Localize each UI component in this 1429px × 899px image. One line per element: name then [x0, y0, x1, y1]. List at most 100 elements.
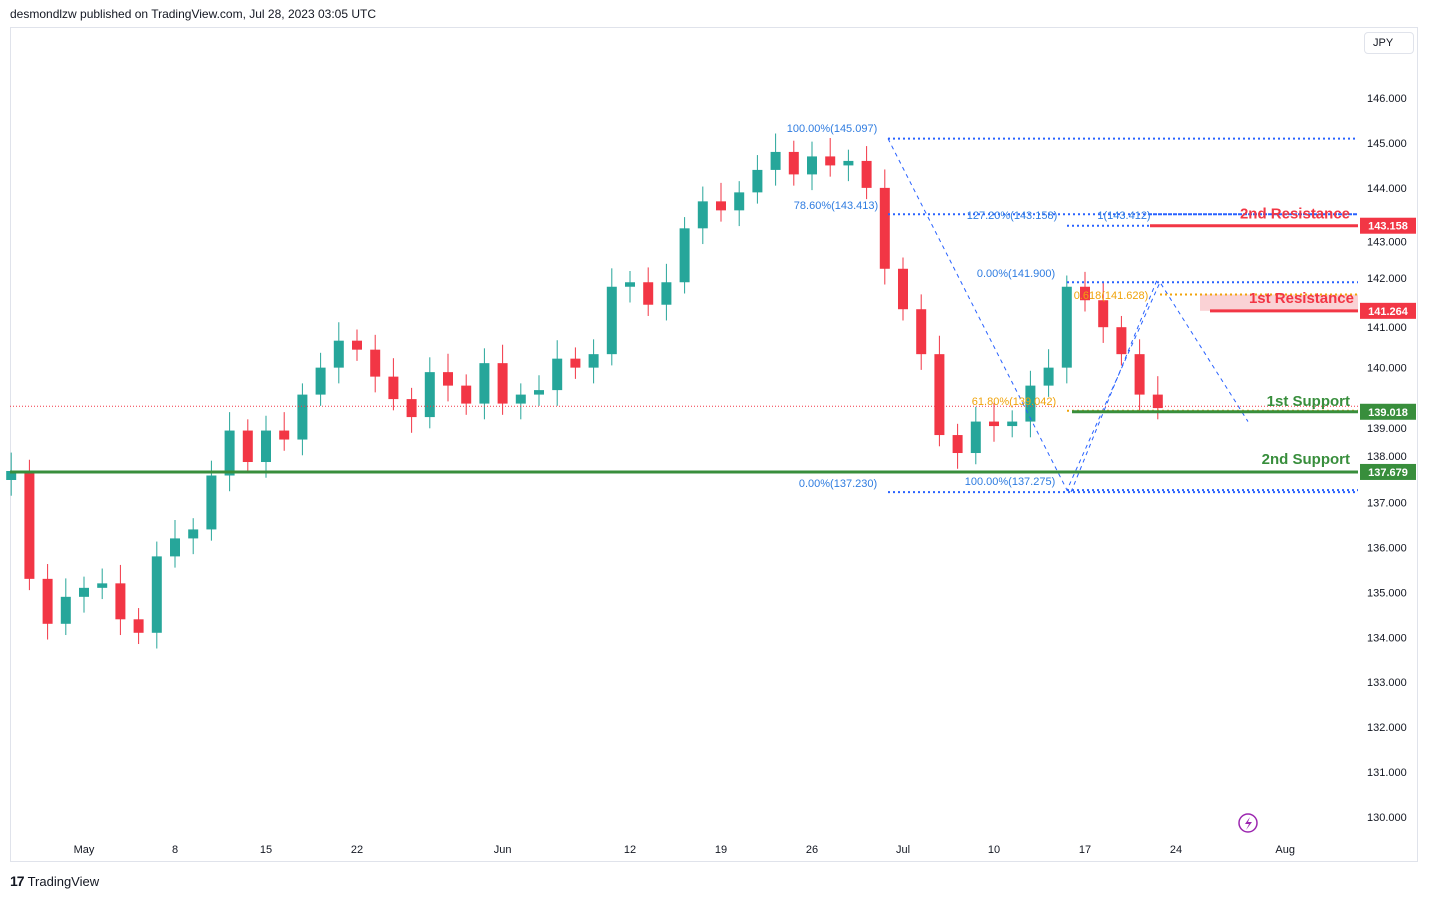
- candle-body: [315, 367, 326, 395]
- candle-body: [1152, 394, 1163, 409]
- price-badge-label: 141.264: [1368, 306, 1409, 318]
- candle-body: [42, 578, 53, 624]
- candle-body: [1007, 421, 1018, 427]
- candle-body: [1116, 327, 1127, 355]
- level-label: 2nd Support: [1262, 451, 1350, 468]
- candle-body: [661, 282, 672, 305]
- candle-body: [461, 385, 472, 404]
- candle-body: [97, 583, 108, 588]
- y-tick-label: 133.000: [1367, 677, 1407, 689]
- candle-body: [788, 151, 799, 175]
- candle-body: [989, 421, 999, 427]
- price-badge: [1360, 217, 1416, 234]
- price-badge: [1360, 463, 1416, 480]
- x-tick-label: 22: [351, 844, 363, 856]
- price-badge-label: 143.158: [1368, 221, 1408, 233]
- tradingview-logo[interactable]: 17 TradingView: [10, 873, 99, 889]
- candle-body: [370, 349, 381, 377]
- lightning-icon: [1238, 813, 1258, 833]
- candle-body: [552, 358, 563, 391]
- fib-label: 0.618(141.628): [1074, 290, 1149, 302]
- candle-body: [151, 556, 162, 633]
- fib-label: 61.80%(139.042): [972, 396, 1056, 408]
- y-tick-label: 135.000: [1367, 587, 1407, 599]
- candle-body: [297, 394, 308, 440]
- y-tick-label: 138.000: [1367, 451, 1407, 463]
- publisher-header: desmondlzw published on TradingView.com,…: [10, 7, 376, 21]
- candle-body: [934, 354, 945, 436]
- candle-body: [879, 187, 890, 269]
- currency-button[interactable]: JPY: [1364, 32, 1414, 54]
- candle-body: [497, 363, 508, 404]
- y-tick-label: 142.000: [1367, 273, 1407, 285]
- candle-body: [1098, 300, 1109, 328]
- candle-body: [261, 430, 271, 463]
- price-badge-label: 137.679: [1368, 467, 1408, 479]
- candle-body: [424, 372, 435, 418]
- x-tick-label: 12: [624, 844, 636, 856]
- x-tick-label: 26: [806, 844, 818, 856]
- candle-body: [24, 471, 35, 579]
- x-tick-label: May: [74, 844, 95, 856]
- level-label: 1st Resistance: [1249, 290, 1354, 307]
- fib-label: 127.20%(143.158): [967, 210, 1058, 222]
- candle-body: [352, 340, 362, 350]
- candle-body: [60, 596, 71, 624]
- candle-body: [643, 282, 654, 305]
- x-tick-label: Jun: [494, 844, 512, 856]
- candle-body: [970, 421, 981, 454]
- candle-body: [716, 201, 726, 211]
- candle-body: [115, 583, 126, 620]
- x-tick-label: 19: [715, 844, 727, 856]
- candle-body: [515, 394, 526, 404]
- x-tick-label: 10: [988, 844, 1000, 856]
- candle-body: [843, 160, 854, 166]
- tv-logo-icon: 17: [10, 873, 25, 889]
- fib-label: 100.00%(137.275): [965, 476, 1056, 488]
- candle-body: [825, 156, 836, 166]
- candle-body: [206, 475, 217, 530]
- fib-trend-line: [887, 138, 1249, 492]
- y-tick-label: 134.000: [1367, 632, 1407, 644]
- candle-body: [1061, 286, 1072, 368]
- candle-body: [807, 156, 817, 175]
- logo-text: TradingView: [27, 873, 100, 889]
- price-badge: [1360, 302, 1416, 319]
- candle-body: [279, 430, 290, 440]
- level-label: 1st Support: [1267, 393, 1350, 410]
- candle-body: [79, 587, 89, 597]
- y-tick-label: 139.000: [1367, 423, 1407, 435]
- candle-body: [188, 529, 199, 539]
- lightning-icon-glyph: [1245, 817, 1252, 830]
- y-tick-label: 136.000: [1367, 542, 1407, 554]
- candle-body: [679, 228, 690, 283]
- fib-label: 0.00%(141.900): [977, 268, 1055, 280]
- candle-body: [916, 309, 927, 355]
- fib-label: 78.60%(143.413): [794, 200, 878, 212]
- x-tick-label: 24: [1170, 844, 1182, 856]
- candle-body: [6, 471, 17, 480]
- fib-trend-line-2: [1070, 279, 1158, 493]
- x-tick-label: Aug: [1275, 844, 1295, 856]
- resistance-zone: [1200, 294, 1358, 311]
- candle-body: [952, 435, 963, 454]
- y-tick-label: 131.000: [1367, 767, 1407, 779]
- candle-body: [1080, 286, 1090, 301]
- fib-label: 100.00%(145.097): [787, 123, 878, 135]
- x-tick-label: Jul: [896, 844, 910, 856]
- candle-body: [1134, 354, 1145, 395]
- candle-body: [534, 390, 544, 395]
- price-badge-label: 139.018: [1368, 407, 1408, 419]
- x-tick-label: 17: [1079, 844, 1091, 856]
- price-badge: [1360, 403, 1416, 420]
- candle-body: [242, 430, 253, 463]
- candle-body: [1025, 385, 1036, 422]
- y-tick-label: 141.000: [1367, 322, 1407, 334]
- candle-body: [625, 282, 635, 287]
- candle-body: [224, 430, 235, 476]
- level-label: 2nd Resistance: [1240, 206, 1350, 223]
- y-tick-label: 140.000: [1367, 363, 1407, 375]
- y-tick-label: 143.000: [1367, 237, 1407, 249]
- candle-body: [443, 372, 453, 386]
